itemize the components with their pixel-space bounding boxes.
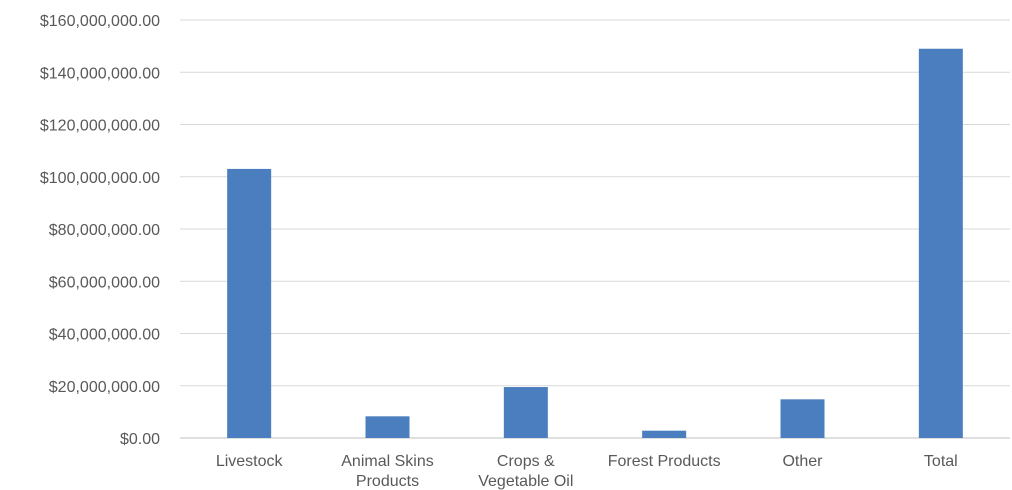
y-tick-label: $120,000,000.00 — [40, 118, 160, 135]
bar — [781, 399, 825, 438]
x-category-label-line: Forest Products — [608, 453, 721, 470]
gridlines — [180, 20, 1010, 438]
x-category-label: Total — [924, 453, 958, 470]
x-category-label: Crops & Vegetable Oil — [478, 453, 573, 490]
bar — [919, 49, 963, 438]
x-category-label: Forest Products — [608, 453, 721, 470]
y-tick-label: $0.00 — [120, 431, 160, 448]
bars — [227, 49, 963, 438]
y-tick-label: $20,000,000.00 — [49, 379, 160, 396]
x-category-label: Animal Skins Products — [341, 453, 433, 490]
x-category-label-line: Vegetable Oil — [478, 473, 573, 490]
bar — [227, 169, 271, 438]
x-category-label-line: Crops & — [497, 453, 555, 470]
x-category-label: Livestock — [216, 453, 284, 470]
x-category-label-line: Animal Skins — [341, 453, 433, 470]
bar — [504, 387, 548, 438]
bar — [366, 416, 410, 438]
y-tick-label: $60,000,000.00 — [49, 274, 160, 291]
x-category-label-line: Livestock — [216, 453, 284, 470]
y-tick-label: $80,000,000.00 — [49, 222, 160, 239]
y-tick-label: $140,000,000.00 — [40, 65, 160, 82]
x-category-label: Other — [782, 453, 823, 470]
y-axis-ticks: $0.00 $20,000,000.00 $40,000,000.00 $60,000… — [40, 13, 160, 448]
x-axis-labels: Livestock Animal Skins Products Crops & Vege… — [216, 453, 958, 490]
x-category-label-line: Total — [924, 453, 958, 470]
bar — [642, 431, 686, 438]
y-tick-label: $100,000,000.00 — [40, 170, 160, 187]
x-category-label-line: Other — [782, 453, 823, 470]
x-category-label-line: Products — [356, 473, 419, 490]
y-tick-label: $40,000,000.00 — [49, 327, 160, 344]
y-tick-label: $160,000,000.00 — [40, 13, 160, 30]
